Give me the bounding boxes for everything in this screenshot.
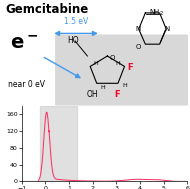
Text: O: O	[110, 55, 116, 61]
FancyBboxPatch shape	[55, 34, 188, 106]
Text: F: F	[114, 90, 120, 99]
Text: H: H	[115, 61, 120, 66]
Text: NH$_2$: NH$_2$	[149, 8, 164, 18]
Text: near 0 eV: near 0 eV	[8, 80, 45, 88]
Text: O: O	[136, 44, 141, 50]
Bar	[40, 106, 77, 181]
Text: Gemcitabine: Gemcitabine	[6, 3, 89, 16]
Text: H: H	[122, 83, 127, 88]
Text: $\mathbf{e^-}$: $\mathbf{e^-}$	[10, 34, 38, 53]
Text: OH: OH	[86, 90, 98, 99]
Text: H: H	[100, 85, 105, 90]
Text: H: H	[93, 61, 98, 66]
Text: 1.5 eV: 1.5 eV	[64, 17, 88, 26]
Text: N: N	[164, 26, 169, 32]
Text: HO: HO	[67, 36, 79, 45]
Text: F: F	[127, 63, 133, 72]
Text: N: N	[135, 26, 141, 32]
